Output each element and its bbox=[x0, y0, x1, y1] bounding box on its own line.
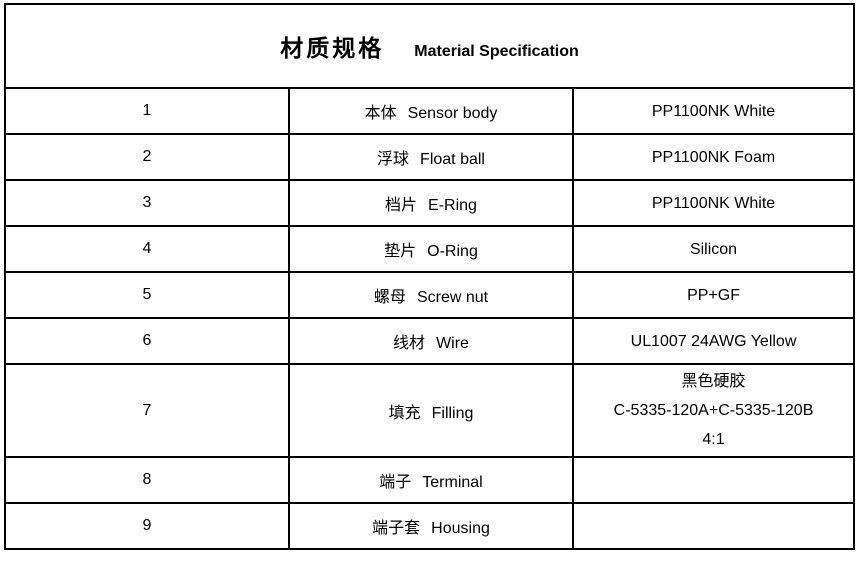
part-name-cell: 线材 Wire bbox=[288, 317, 574, 365]
material-spec-line: Silicon bbox=[689, 240, 738, 258]
table-title-zh: 材质规格 bbox=[280, 36, 385, 61]
part-name-cell: 浮球 Float ball bbox=[288, 133, 574, 181]
part-name-cell: 端子 Terminal bbox=[288, 456, 574, 504]
spec-rows: 1 本体 Sensor body PP1100NK White 2 浮球 Float bal… bbox=[4, 87, 856, 550]
row-number: 9 bbox=[4, 502, 290, 550]
part-name-en: Terminal bbox=[422, 474, 483, 491]
row-number: 4 bbox=[4, 225, 290, 273]
part-name-zh: 端子套 bbox=[372, 520, 421, 537]
part-name-en: Wire bbox=[436, 335, 469, 352]
table-row: 9 端子套 Housing bbox=[4, 502, 856, 550]
material-spec-line: PP1100NK White bbox=[651, 102, 776, 120]
row-number: 5 bbox=[4, 271, 290, 319]
row-number: 6 bbox=[4, 317, 290, 365]
part-name-cell: 档片 E-Ring bbox=[288, 179, 574, 227]
part-name-zh: 填充 bbox=[388, 404, 421, 422]
part-name-cell: 填充 Filling bbox=[288, 363, 574, 458]
table-row: 2 浮球 Float ball PP1100NK Foam bbox=[4, 133, 856, 181]
part-name-en: Filling bbox=[431, 404, 474, 422]
material-spec-cell: PP1100NK White bbox=[571, 87, 856, 135]
table-title-en: Material Specification bbox=[414, 43, 579, 60]
part-name-zh: 垫片 bbox=[384, 243, 417, 260]
table-row: 7 填充 Filling 黑色硬胶 C-5335-120A+C-5335-120B 4:1 bbox=[4, 363, 856, 458]
row-number: 2 bbox=[4, 133, 290, 181]
material-spec-cell: UL1007 24AWG Yellow bbox=[571, 317, 856, 365]
part-name-zh: 档片 bbox=[385, 197, 418, 214]
part-name-zh: 浮球 bbox=[377, 151, 410, 168]
material-spec-cell: PP+GF bbox=[571, 271, 856, 319]
part-name-zh: 端子 bbox=[379, 474, 412, 491]
material-spec-cell: 黑色硬胶 C-5335-120A+C-5335-120B 4:1 bbox=[571, 363, 856, 458]
part-name-zh: 本体 bbox=[364, 105, 397, 122]
material-spec-line: PP1100NK White bbox=[651, 194, 776, 212]
table-row: 4 垫片 O-Ring Silicon bbox=[4, 225, 856, 273]
part-name-en: O-Ring bbox=[427, 243, 478, 260]
part-name-cell: 端子套 Housing bbox=[288, 502, 574, 550]
part-name-en: Float ball bbox=[420, 151, 485, 168]
table-row: 6 线材 Wire UL1007 24AWG Yellow bbox=[4, 317, 856, 365]
table-row: 8 端子 Terminal bbox=[4, 456, 856, 504]
material-spec-cell: Silicon bbox=[571, 225, 856, 273]
table-row: 3 档片 E-Ring PP1100NK White bbox=[4, 179, 856, 227]
material-spec-cell bbox=[571, 502, 856, 550]
material-spec-cell: PP1100NK Foam bbox=[571, 133, 856, 181]
material-spec-table: 材质规格 Material Specification 1 本体 Sensor bod… bbox=[3, 3, 856, 550]
material-spec-line: 4:1 bbox=[702, 431, 725, 448]
material-spec-cell bbox=[571, 456, 856, 504]
part-name-en: Housing bbox=[431, 520, 490, 537]
part-name-en: Sensor body bbox=[407, 105, 498, 122]
table-row: 5 螺母 Screw nut PP+GF bbox=[4, 271, 856, 319]
material-spec-line: 黑色硬胶 bbox=[681, 373, 746, 390]
part-name-zh: 线材 bbox=[393, 335, 426, 352]
part-name-en: Screw nut bbox=[416, 289, 489, 306]
material-spec-line: PP1100NK Foam bbox=[651, 148, 776, 166]
table-title: 材质规格 Material Specification bbox=[3, 3, 856, 89]
material-spec-cell: PP1100NK White bbox=[571, 179, 856, 227]
part-name-zh: 螺母 bbox=[373, 289, 406, 306]
row-number: 1 bbox=[4, 87, 290, 135]
part-name-cell: 螺母 Screw nut bbox=[288, 271, 574, 319]
row-number: 7 bbox=[4, 363, 290, 458]
material-spec-line: C-5335-120A+C-5335-120B bbox=[613, 402, 814, 419]
row-number: 8 bbox=[4, 456, 290, 504]
material-spec-line: UL1007 24AWG Yellow bbox=[630, 332, 797, 350]
table-row: 1 本体 Sensor body PP1100NK White bbox=[4, 87, 856, 135]
part-name-cell: 垫片 O-Ring bbox=[288, 225, 574, 273]
material-spec-line: PP+GF bbox=[687, 286, 740, 304]
title-row: 材质规格 Material Specification bbox=[3, 3, 856, 89]
row-number: 3 bbox=[4, 179, 290, 227]
part-name-en: E-Ring bbox=[428, 197, 477, 214]
part-name-cell: 本体 Sensor body bbox=[288, 87, 574, 135]
